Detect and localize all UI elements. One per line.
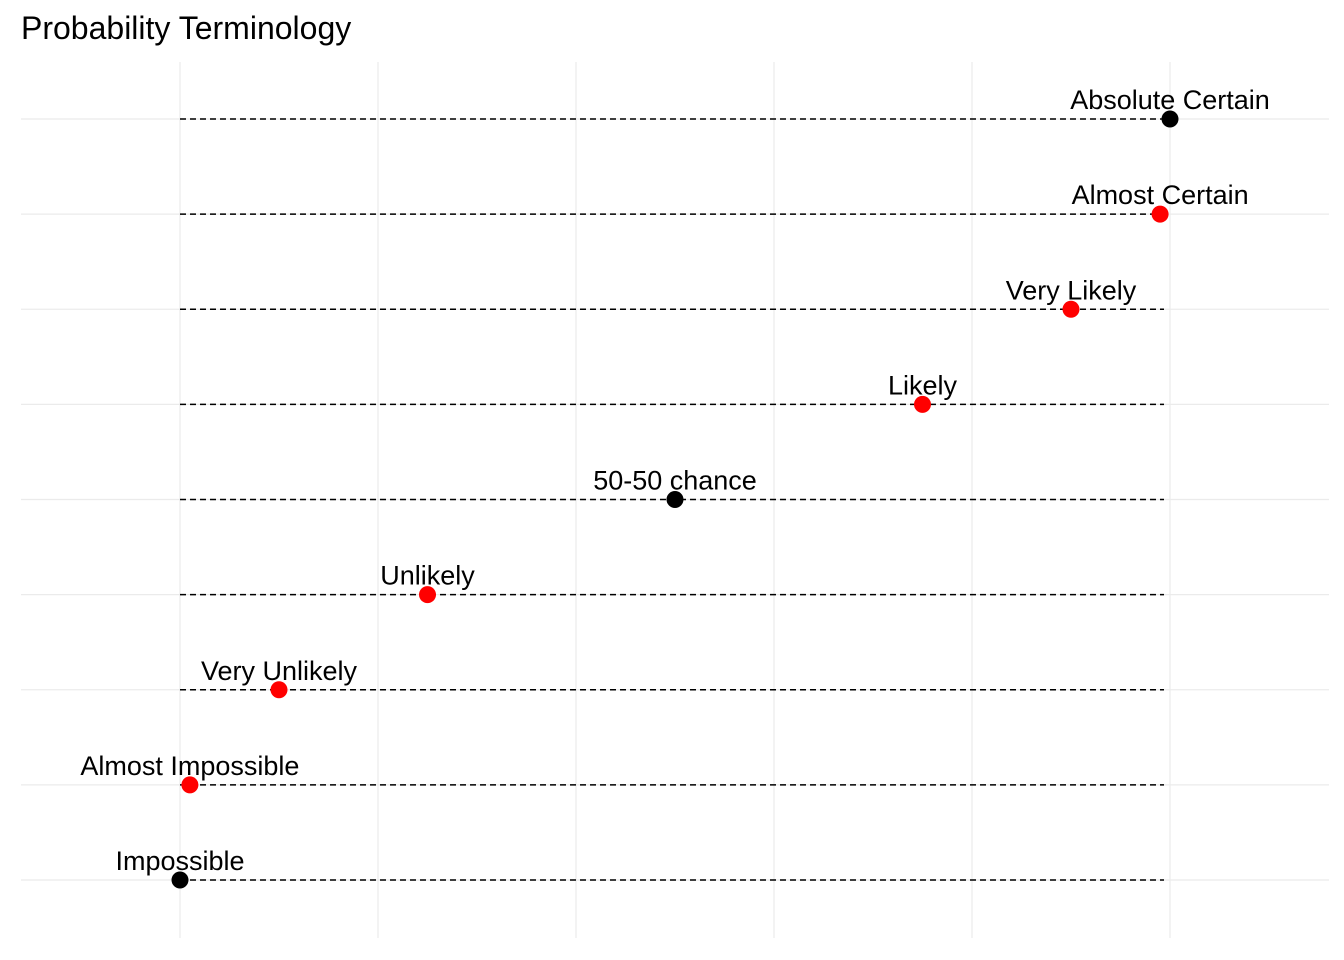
point-label: Likely	[888, 370, 958, 400]
data-point	[666, 491, 684, 508]
chart-title: Probability Terminology	[21, 10, 352, 46]
data-point	[419, 586, 436, 604]
point-label: Almost Impossible	[80, 751, 299, 781]
data-point	[1161, 110, 1179, 128]
point-label: Very Likely	[1006, 275, 1137, 305]
guide-lines	[180, 118, 1164, 881]
data-point	[914, 395, 931, 413]
point-label: Impossible	[115, 846, 244, 876]
data-point	[1151, 205, 1169, 223]
data-point	[171, 871, 189, 889]
point-label: Very Unlikely	[201, 656, 358, 686]
data-point	[1062, 300, 1080, 318]
point-labels: Absolute Certain Almost Certain Very Likel…	[80, 85, 1269, 876]
point-label: 50-50 chance	[593, 466, 757, 496]
point-label: Absolute Certain	[1070, 85, 1270, 115]
data-point	[270, 681, 288, 699]
data-points	[171, 110, 1179, 889]
point-label: Almost Certain	[1072, 180, 1249, 210]
data-point	[181, 776, 199, 794]
point-label: Unlikely	[380, 561, 475, 591]
